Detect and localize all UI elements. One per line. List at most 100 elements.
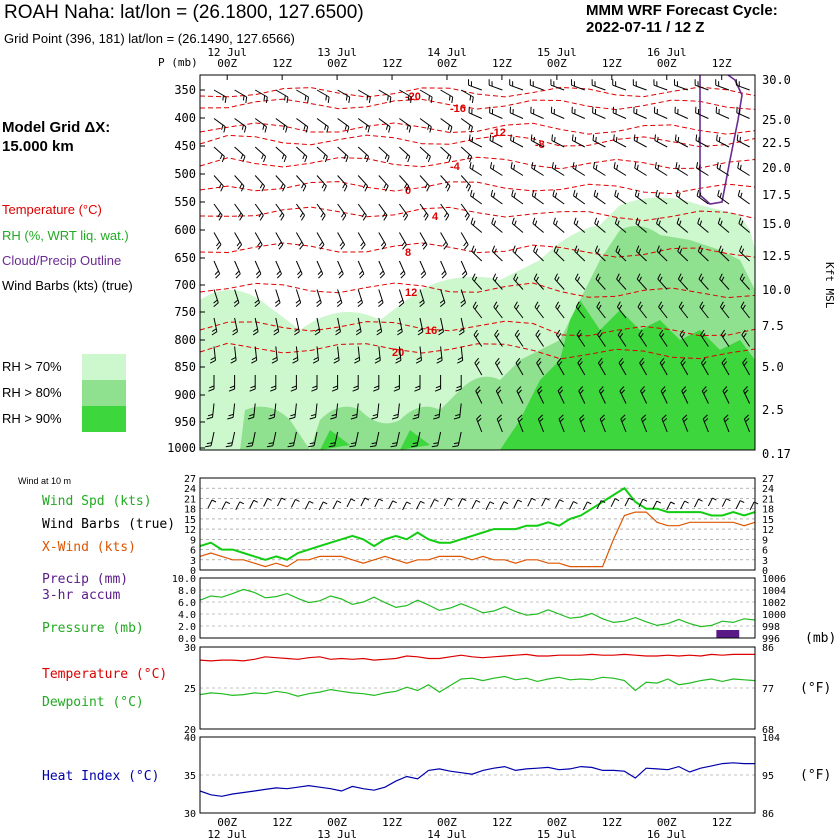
wind-barb-flag xyxy=(415,385,421,389)
surface-wind-barb-flag xyxy=(475,499,481,503)
pressure-level-label: 400 xyxy=(174,111,196,125)
wind-barb xyxy=(598,390,606,404)
wind-barb-flag xyxy=(554,192,558,198)
left-axis-tick: 0.0 xyxy=(178,634,196,645)
wind-barb xyxy=(316,89,330,98)
left-axis-tick: 25 xyxy=(184,684,196,695)
wind-barb-flag xyxy=(571,134,574,141)
wind-barb-flag xyxy=(427,156,431,163)
wind-barb-flag xyxy=(251,359,257,364)
wind-barb-flag xyxy=(354,359,360,364)
wind-barb-flag xyxy=(472,192,475,198)
wind-barb-flag xyxy=(283,156,287,163)
wind-barb-flag xyxy=(640,361,645,366)
wind-barb-flag xyxy=(446,185,451,192)
surface-wind-barb-flag xyxy=(406,501,411,505)
wind-barb xyxy=(419,260,427,275)
wind-barb-flag xyxy=(596,192,599,198)
wind-barb-flag xyxy=(385,185,389,192)
wind-barb-flag xyxy=(533,273,538,280)
wind-barb-flag xyxy=(270,385,276,389)
model-grid-label: Model Grid ΔX: 15.000 km xyxy=(2,118,110,156)
altitude-tick-label: 22.5 xyxy=(762,136,791,150)
wind-barb-flag xyxy=(637,192,640,198)
wind-panel-frame xyxy=(199,477,756,571)
wind-barb xyxy=(613,139,627,148)
wind-barb xyxy=(491,250,503,262)
wind-barb xyxy=(378,175,389,187)
wind-barb xyxy=(254,203,264,216)
wind-barb-flag xyxy=(243,126,247,133)
wind-barb-flag xyxy=(679,276,684,282)
wind-barb xyxy=(535,334,545,347)
wind-barb-flag xyxy=(284,95,286,101)
wind-barb-flag xyxy=(230,359,237,364)
wind-barb xyxy=(617,306,627,319)
left-axis-tick: 18 xyxy=(184,505,196,516)
wind-barb xyxy=(533,278,544,290)
wind-barb-flag xyxy=(593,162,596,169)
wind-barb xyxy=(357,89,371,98)
wind-barb-flag xyxy=(468,134,471,141)
wind-barbs-label: Wind Barbs (true) xyxy=(42,517,175,532)
wind-barb xyxy=(489,84,503,91)
wind-barb-flag xyxy=(249,388,256,392)
rh-legend-90: RH > 90% xyxy=(2,411,62,426)
bottom-date-label: 12 Jul xyxy=(207,828,247,840)
top-date-label: 13 Jul xyxy=(317,46,357,59)
wind-barb-flag xyxy=(361,212,366,218)
wind-barb xyxy=(678,306,689,319)
wind-barb-flag xyxy=(387,95,389,101)
wind-barb-flag xyxy=(555,248,559,254)
wind-barb-flag xyxy=(678,164,680,170)
wind-barb-flag xyxy=(657,273,661,280)
wind-barb xyxy=(740,306,750,319)
wind-barb-flag xyxy=(517,361,521,366)
wind-barb-flag xyxy=(465,183,470,189)
surface-wind-barb-flag xyxy=(600,500,606,503)
altitude-tick-label: 30.0 xyxy=(762,73,791,87)
wind-barb-flag xyxy=(659,304,664,310)
right-axis-tick: 998 xyxy=(762,622,780,633)
wind-barb-flag xyxy=(658,248,662,254)
wind-barb-flag xyxy=(636,136,638,142)
wind-barb xyxy=(234,260,241,275)
wind-barb-flag xyxy=(494,276,498,282)
wind-barb-flag xyxy=(402,244,407,250)
right-axis-tick: 95 xyxy=(762,771,774,782)
wind-barb-flag xyxy=(702,414,708,420)
wind-barb-flag xyxy=(682,414,688,420)
wind-barb-flag xyxy=(463,241,468,247)
wind-barb-flag xyxy=(307,96,309,103)
wind-barb xyxy=(716,139,730,148)
wind-barb-flag xyxy=(227,442,233,445)
wind-barb xyxy=(357,203,367,216)
wind-barb-flag xyxy=(513,301,518,308)
wind-barb-flag xyxy=(695,134,698,141)
wind-barb-flag xyxy=(662,418,668,423)
grid-point-subtitle: Grid Point (396, 181) lat/lon = (26.1490… xyxy=(4,31,295,46)
surface-wind-barb-flag xyxy=(573,501,578,504)
wind-barb xyxy=(470,223,483,233)
wind-barb xyxy=(213,317,218,332)
wind-barb-flag xyxy=(345,156,349,163)
wind-barb-flag xyxy=(356,328,361,332)
wind-barb xyxy=(398,317,403,332)
wind-barb xyxy=(592,112,606,119)
wind-barb xyxy=(357,175,368,187)
wind-barb xyxy=(555,306,565,319)
wind-barb-flag xyxy=(401,241,406,247)
wind-barb-flag xyxy=(744,414,750,420)
temperature-contour-3 xyxy=(199,122,756,135)
wind-barb xyxy=(254,317,259,332)
wind-barb xyxy=(636,250,647,262)
wind-barb-flag xyxy=(637,220,641,226)
temperature-contour-4 xyxy=(199,134,756,148)
wind-barb-flag xyxy=(239,215,244,221)
wind-barb-flag xyxy=(281,154,285,160)
precip-label: Precip (mm) xyxy=(42,572,128,587)
wind-barb xyxy=(440,317,444,332)
wind-barb-flag xyxy=(472,220,476,226)
wind-barb-flag xyxy=(320,212,324,218)
wind-barb xyxy=(511,195,524,205)
